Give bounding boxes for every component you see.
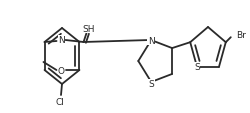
Text: O: O [58,66,65,75]
Text: SH: SH [82,24,94,33]
Text: Cl: Cl [55,98,64,107]
Text: S: S [193,63,199,72]
Text: N: N [58,36,65,45]
Text: Br: Br [235,30,245,39]
Text: N: N [147,36,154,45]
Text: S: S [148,80,154,89]
